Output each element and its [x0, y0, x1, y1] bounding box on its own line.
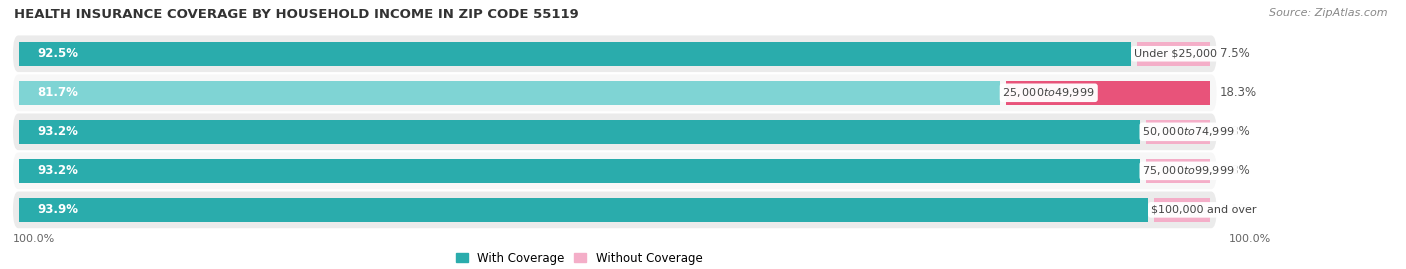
Text: 6.1%: 6.1%	[1220, 203, 1250, 216]
Text: 100.0%: 100.0%	[1229, 235, 1271, 245]
Bar	[20, 120, 1140, 144]
Bar	[20, 81, 1000, 105]
Text: 7.5%: 7.5%	[1220, 47, 1250, 60]
Text: 93.2%: 93.2%	[38, 125, 79, 138]
Text: 81.7%: 81.7%	[38, 86, 79, 99]
FancyBboxPatch shape	[13, 75, 1216, 111]
Text: 6.8%: 6.8%	[1220, 164, 1250, 177]
Bar	[1154, 198, 1211, 222]
FancyBboxPatch shape	[13, 36, 1216, 72]
Bar	[20, 42, 1132, 66]
Bar	[1146, 159, 1211, 183]
Text: Source: ZipAtlas.com: Source: ZipAtlas.com	[1270, 8, 1388, 18]
Bar	[20, 198, 1149, 222]
Bar	[1137, 42, 1211, 66]
Bar	[1007, 81, 1211, 105]
Text: 100.0%: 100.0%	[13, 235, 55, 245]
Text: 6.8%: 6.8%	[1220, 125, 1250, 138]
Text: 93.9%: 93.9%	[38, 203, 79, 216]
Text: $100,000 and over: $100,000 and over	[1150, 205, 1257, 215]
Text: $50,000 to $74,999: $50,000 to $74,999	[1142, 125, 1234, 138]
FancyBboxPatch shape	[13, 153, 1216, 189]
Text: 93.2%: 93.2%	[38, 164, 79, 177]
Bar	[1146, 120, 1211, 144]
FancyBboxPatch shape	[13, 192, 1216, 228]
Text: Under $25,000: Under $25,000	[1133, 49, 1216, 59]
Legend: With Coverage, Without Coverage: With Coverage, Without Coverage	[451, 247, 707, 269]
Text: $75,000 to $99,999: $75,000 to $99,999	[1142, 164, 1234, 177]
Bar	[20, 159, 1140, 183]
Text: $25,000 to $49,999: $25,000 to $49,999	[1002, 86, 1095, 99]
Text: 92.5%: 92.5%	[38, 47, 79, 60]
FancyBboxPatch shape	[13, 114, 1216, 150]
Text: 18.3%: 18.3%	[1220, 86, 1257, 99]
Text: HEALTH INSURANCE COVERAGE BY HOUSEHOLD INCOME IN ZIP CODE 55119: HEALTH INSURANCE COVERAGE BY HOUSEHOLD I…	[14, 8, 579, 21]
